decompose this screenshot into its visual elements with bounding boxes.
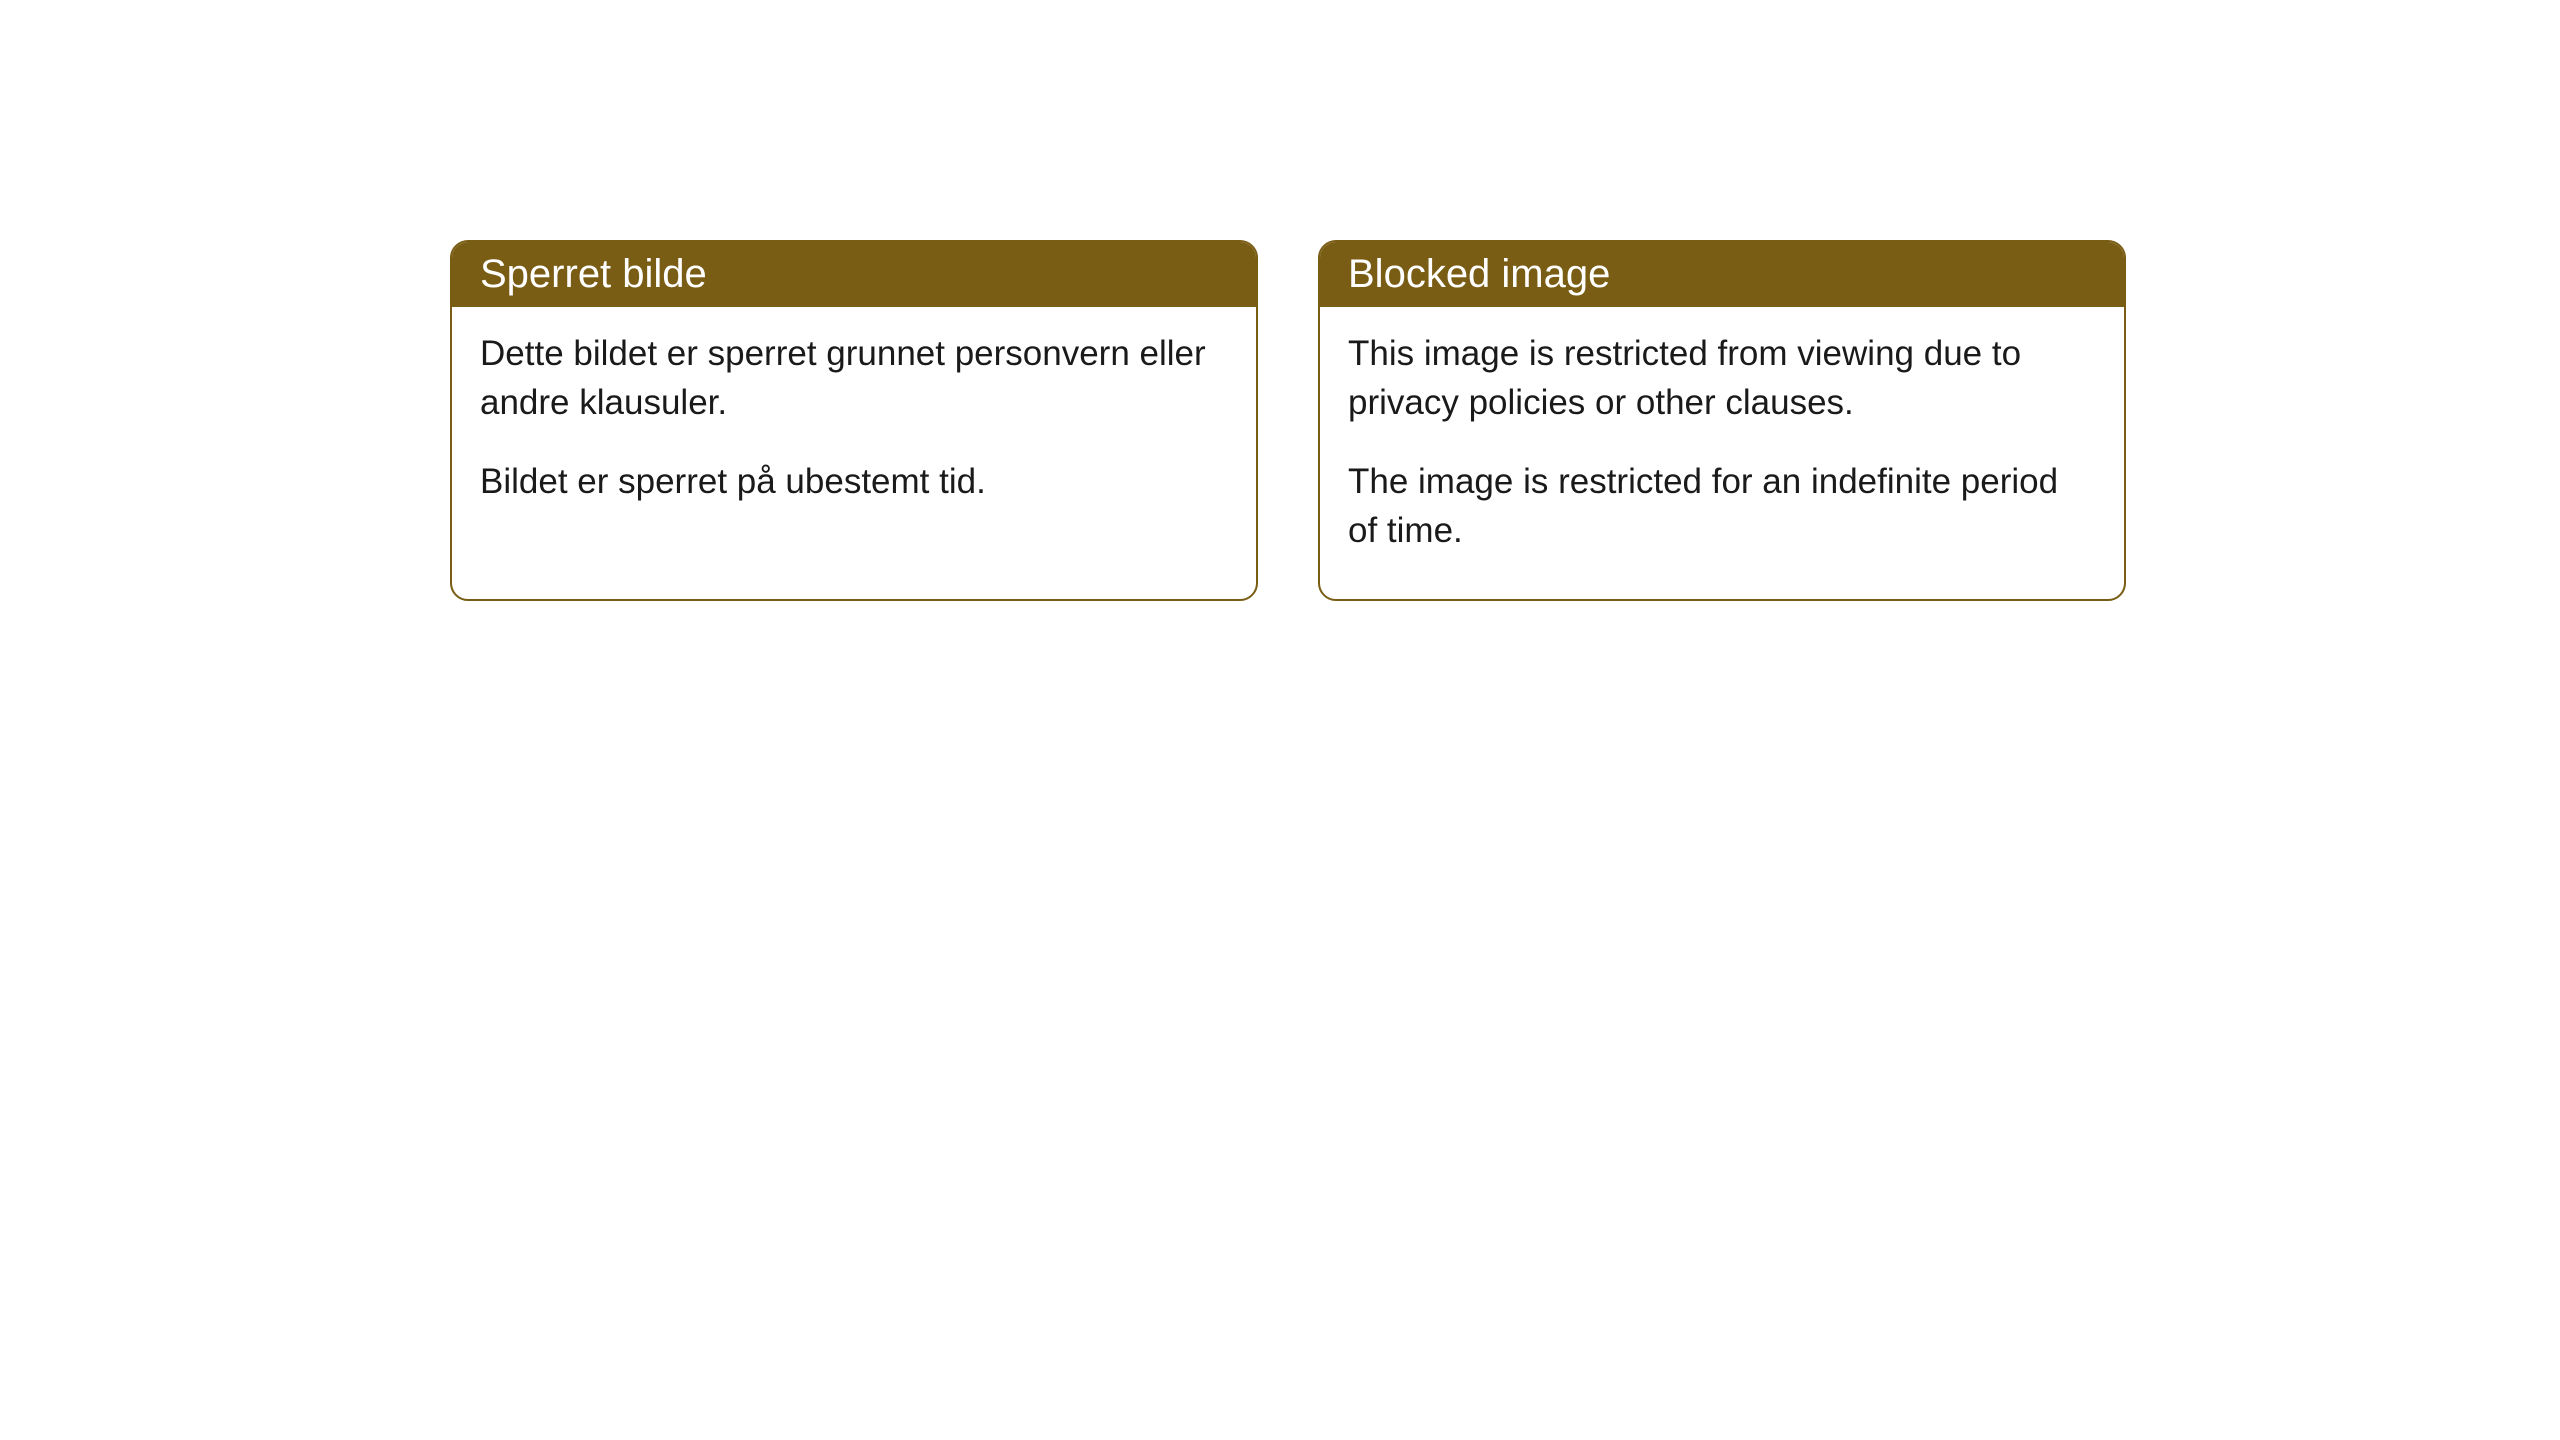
blocked-image-card-norwegian: Sperret bilde Dette bildet er sperret gr… bbox=[450, 240, 1258, 601]
card-header-english: Blocked image bbox=[1320, 242, 2124, 307]
notice-cards-container: Sperret bilde Dette bildet er sperret gr… bbox=[450, 240, 2126, 601]
card-title: Blocked image bbox=[1348, 252, 1610, 296]
card-body-norwegian: Dette bildet er sperret grunnet personve… bbox=[452, 307, 1256, 550]
card-paragraph: The image is restricted for an indefinit… bbox=[1348, 457, 2096, 555]
card-title: Sperret bilde bbox=[480, 252, 707, 296]
card-header-norwegian: Sperret bilde bbox=[452, 242, 1256, 307]
card-paragraph: This image is restricted from viewing du… bbox=[1348, 329, 2096, 427]
card-body-english: This image is restricted from viewing du… bbox=[1320, 307, 2124, 599]
card-paragraph: Bildet er sperret på ubestemt tid. bbox=[480, 457, 1228, 506]
card-paragraph: Dette bildet er sperret grunnet personve… bbox=[480, 329, 1228, 427]
blocked-image-card-english: Blocked image This image is restricted f… bbox=[1318, 240, 2126, 601]
